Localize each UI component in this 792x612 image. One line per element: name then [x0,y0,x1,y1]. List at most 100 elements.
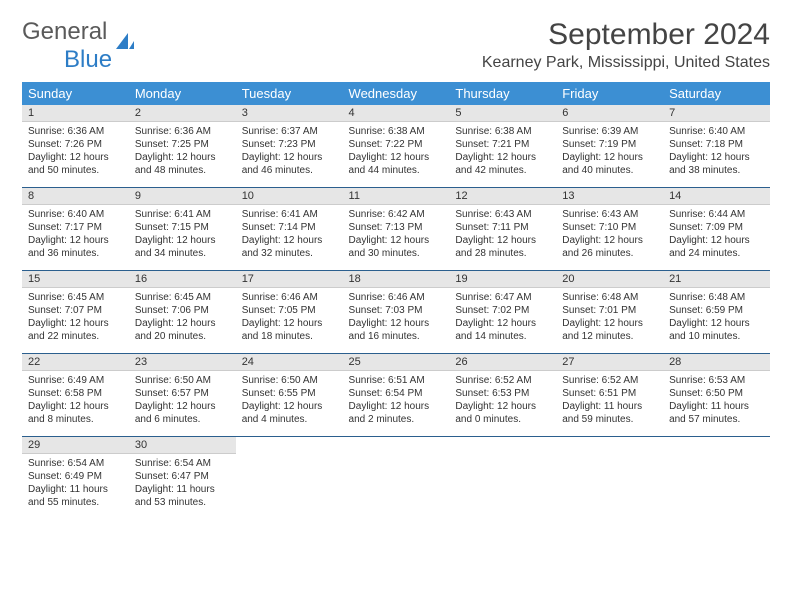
daylight-line: Daylight: 12 hours and 40 minutes. [562,151,657,177]
day-number-cell [449,437,556,454]
sunset-line: Sunset: 7:15 PM [135,221,230,234]
day-content-cell [343,454,450,520]
day-content-cell: Sunrise: 6:48 AMSunset: 7:01 PMDaylight:… [556,288,663,354]
content-row: Sunrise: 6:49 AMSunset: 6:58 PMDaylight:… [22,371,770,437]
sunrise-line: Sunrise: 6:48 AM [562,291,657,304]
day-number-cell: 7 [663,105,770,122]
sunset-line: Sunset: 6:59 PM [669,304,764,317]
sunrise-line: Sunrise: 6:50 AM [135,374,230,387]
day-content-cell: Sunrise: 6:54 AMSunset: 6:47 PMDaylight:… [129,454,236,520]
sunrise-line: Sunrise: 6:49 AM [28,374,123,387]
title-block: September 2024 Kearney Park, Mississippi… [482,18,770,72]
day-content-cell: Sunrise: 6:36 AMSunset: 7:25 PMDaylight:… [129,122,236,188]
sunset-line: Sunset: 7:23 PM [242,138,337,151]
page-title: September 2024 [482,18,770,52]
sunset-line: Sunset: 7:17 PM [28,221,123,234]
day-number-cell: 28 [663,354,770,371]
logo-text-1: General [22,18,107,45]
col-wednesday: Wednesday [343,82,450,105]
day-number-cell: 26 [449,354,556,371]
day-number-cell: 19 [449,271,556,288]
day-content-cell: Sunrise: 6:40 AMSunset: 7:17 PMDaylight:… [22,205,129,271]
day-content-cell [556,454,663,520]
sunset-line: Sunset: 7:19 PM [562,138,657,151]
content-row: Sunrise: 6:36 AMSunset: 7:26 PMDaylight:… [22,122,770,188]
day-content-cell: Sunrise: 6:43 AMSunset: 7:11 PMDaylight:… [449,205,556,271]
daylight-line: Daylight: 12 hours and 14 minutes. [455,317,550,343]
daylight-line: Daylight: 12 hours and 38 minutes. [669,151,764,177]
day-content-cell: Sunrise: 6:38 AMSunset: 7:21 PMDaylight:… [449,122,556,188]
col-friday: Friday [556,82,663,105]
sunset-line: Sunset: 7:11 PM [455,221,550,234]
calendar-table: Sunday Monday Tuesday Wednesday Thursday… [22,82,770,520]
sunset-line: Sunset: 6:50 PM [669,387,764,400]
day-number-cell: 11 [343,188,450,205]
sunset-line: Sunset: 7:13 PM [349,221,444,234]
daylight-line: Daylight: 12 hours and 42 minutes. [455,151,550,177]
sunset-line: Sunset: 7:25 PM [135,138,230,151]
daylight-line: Daylight: 12 hours and 36 minutes. [28,234,123,260]
content-row: Sunrise: 6:45 AMSunset: 7:07 PMDaylight:… [22,288,770,354]
daynum-row: 2930 [22,437,770,454]
sunset-line: Sunset: 6:47 PM [135,470,230,483]
day-number-cell: 22 [22,354,129,371]
day-number-cell: 20 [556,271,663,288]
day-content-cell: Sunrise: 6:49 AMSunset: 6:58 PMDaylight:… [22,371,129,437]
content-row: Sunrise: 6:54 AMSunset: 6:49 PMDaylight:… [22,454,770,520]
day-number-cell: 18 [343,271,450,288]
day-number-cell [556,437,663,454]
sunset-line: Sunset: 7:03 PM [349,304,444,317]
day-number-cell: 15 [22,271,129,288]
day-content-cell: Sunrise: 6:48 AMSunset: 6:59 PMDaylight:… [663,288,770,354]
col-saturday: Saturday [663,82,770,105]
daylight-line: Daylight: 12 hours and 34 minutes. [135,234,230,260]
daylight-line: Daylight: 12 hours and 48 minutes. [135,151,230,177]
day-content-cell: Sunrise: 6:50 AMSunset: 6:55 PMDaylight:… [236,371,343,437]
sunset-line: Sunset: 7:22 PM [349,138,444,151]
day-number-cell: 2 [129,105,236,122]
sunset-line: Sunset: 6:51 PM [562,387,657,400]
day-number-cell [236,437,343,454]
sunrise-line: Sunrise: 6:47 AM [455,291,550,304]
daylight-line: Daylight: 12 hours and 22 minutes. [28,317,123,343]
day-number-cell: 5 [449,105,556,122]
daylight-line: Daylight: 12 hours and 18 minutes. [242,317,337,343]
logo: General Blue [22,18,136,74]
day-number-cell: 14 [663,188,770,205]
daylight-line: Daylight: 11 hours and 59 minutes. [562,400,657,426]
day-content-cell: Sunrise: 6:44 AMSunset: 7:09 PMDaylight:… [663,205,770,271]
daylight-line: Daylight: 12 hours and 26 minutes. [562,234,657,260]
day-content-cell [236,454,343,520]
day-content-cell: Sunrise: 6:54 AMSunset: 6:49 PMDaylight:… [22,454,129,520]
sunrise-line: Sunrise: 6:36 AM [28,125,123,138]
day-content-cell: Sunrise: 6:53 AMSunset: 6:50 PMDaylight:… [663,371,770,437]
sunrise-line: Sunrise: 6:42 AM [349,208,444,221]
header: General Blue September 2024 Kearney Park… [22,18,770,74]
day-number-cell: 24 [236,354,343,371]
sunrise-line: Sunrise: 6:39 AM [562,125,657,138]
sunrise-line: Sunrise: 6:54 AM [135,457,230,470]
sunset-line: Sunset: 7:05 PM [242,304,337,317]
sunrise-line: Sunrise: 6:38 AM [349,125,444,138]
daylight-line: Daylight: 11 hours and 53 minutes. [135,483,230,509]
daylight-line: Daylight: 12 hours and 50 minutes. [28,151,123,177]
sunset-line: Sunset: 7:21 PM [455,138,550,151]
day-content-cell [449,454,556,520]
daylight-line: Daylight: 11 hours and 57 minutes. [669,400,764,426]
sunrise-line: Sunrise: 6:36 AM [135,125,230,138]
day-content-cell: Sunrise: 6:51 AMSunset: 6:54 PMDaylight:… [343,371,450,437]
daylight-line: Daylight: 12 hours and 10 minutes. [669,317,764,343]
sunrise-line: Sunrise: 6:45 AM [28,291,123,304]
sunrise-line: Sunrise: 6:40 AM [669,125,764,138]
daylight-line: Daylight: 12 hours and 32 minutes. [242,234,337,260]
day-number-cell: 8 [22,188,129,205]
col-tuesday: Tuesday [236,82,343,105]
daynum-row: 22232425262728 [22,354,770,371]
daylight-line: Daylight: 12 hours and 12 minutes. [562,317,657,343]
daylight-line: Daylight: 12 hours and 8 minutes. [28,400,123,426]
sunrise-line: Sunrise: 6:46 AM [242,291,337,304]
day-content-cell: Sunrise: 6:50 AMSunset: 6:57 PMDaylight:… [129,371,236,437]
sunset-line: Sunset: 6:54 PM [349,387,444,400]
logo-text-2: Blue [64,46,112,73]
daylight-line: Daylight: 12 hours and 30 minutes. [349,234,444,260]
